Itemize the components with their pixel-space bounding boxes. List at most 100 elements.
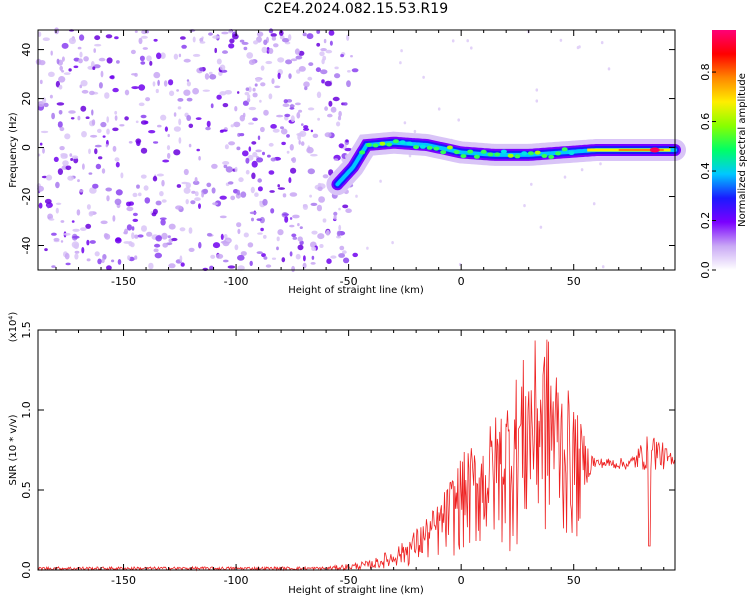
noise-speckle [80,227,87,232]
noise-speckle [60,240,64,243]
noise-speckle [336,230,341,237]
noise-speckle [311,255,315,260]
noise-speckle [291,157,297,163]
noise-speckle [153,71,161,79]
noise-speckle [86,204,91,210]
noise-speckle [237,228,241,235]
noise-speckle [299,240,304,246]
noise-speckle [138,84,146,91]
noise-speckle [62,160,69,167]
noise-speckle [61,70,65,73]
noise-speckle [183,187,191,194]
noise-speckle [297,244,304,251]
noise-speckle [61,42,69,49]
noise-speckle [339,245,345,251]
noise-speckle [290,115,295,123]
noise-speckle [238,177,244,183]
noise-speckle [112,127,119,132]
noise-speckle [77,179,80,183]
noise-speckle [138,37,143,45]
noise-speckle [413,129,417,134]
noise-speckle [236,222,242,228]
noise-speckle [188,227,193,234]
noise-speckle [132,218,139,222]
noise-speckle [269,190,275,193]
noise-speckle [276,246,279,251]
noise-speckle [192,53,201,57]
noise-speckle [168,223,176,230]
noise-speckle [277,187,285,190]
noise-speckle [232,33,239,40]
noise-speckle [257,135,261,141]
noise-speckle [290,167,297,174]
noise-speckle [286,134,290,138]
noise-speckle [302,32,307,37]
noise-speckle [338,143,344,149]
noise-speckle [342,204,349,209]
noise-speckle [179,255,183,262]
spectrogram-ticks: -150 -100 -50 0 50 -40 -20 0 20 40 [20,30,675,288]
noise-speckle [279,30,284,36]
noise-speckle [243,46,248,51]
noise-speckle [153,248,159,253]
noise-speckle [289,192,298,197]
noise-speckle [202,267,209,271]
noise-speckle [38,202,43,209]
noise-speckle [343,257,350,264]
noise-speckle [230,195,236,201]
noise-speckle [261,253,266,258]
noise-speckle [282,103,290,108]
noise-speckle [222,50,228,54]
snr-x-tick-label: 50 [567,574,581,587]
noise-speckle [321,79,325,84]
noise-speckle [134,234,139,239]
noise-speckle [466,39,470,43]
noise-speckle [58,110,63,115]
noise-speckle [288,73,292,79]
noise-speckle [284,113,291,118]
noise-speckle [177,106,182,110]
noise-speckle [247,242,254,248]
noise-speckle [209,265,214,271]
noise-speckle [408,154,412,158]
noise-speckle [205,126,211,131]
noise-speckle [53,237,60,242]
track-blob [561,147,568,152]
snr-panel: -150 -100 -50 0 50 0.0 0.5 1.0 1.5 Height of str… [8,312,676,596]
noise-speckle [352,252,359,258]
noise-speckle [140,61,146,65]
track-blob [446,145,453,150]
noise-speckle [319,51,325,57]
noise-speckle [242,100,249,106]
noise-speckle [263,256,268,260]
noise-speckle [211,163,218,169]
noise-speckle [167,235,171,239]
noise-speckle [202,89,210,92]
noise-speckle [167,152,171,159]
snr-x-tick-label: -150 [111,574,136,587]
noise-speckle [261,46,268,54]
noise-speckle [338,224,342,231]
noise-speckle [325,49,333,54]
noise-speckle [183,89,191,96]
noise-speckle [68,37,76,45]
noise-speckle [227,265,236,269]
noise-speckle [311,246,317,251]
noise-speckle [470,46,473,50]
noise-speckle [223,164,228,169]
noise-speckle [94,144,102,148]
noise-speckle [256,31,264,37]
noise-speckle [280,126,284,130]
noise-speckle [39,142,43,146]
noise-speckle [274,85,281,89]
noise-speckle [316,42,321,47]
noise-speckle [135,120,139,124]
noise-speckle [72,235,80,239]
noise-speckle [239,133,245,137]
noise-speckle [64,252,70,260]
noise-speckle [194,177,198,183]
noise-speckle [289,144,294,151]
noise-speckle [48,71,55,78]
noise-speckle [298,66,306,72]
noise-speckle [295,55,303,60]
